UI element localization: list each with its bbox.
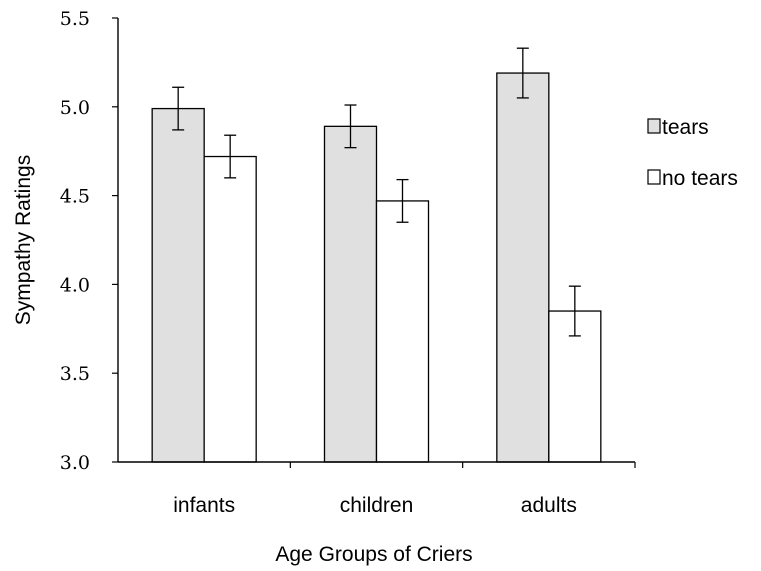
y-tick-label: 4.5	[60, 186, 90, 208]
bar-tears-infants	[151, 107, 205, 463]
y-tick-label: 3.0	[60, 452, 90, 474]
y-tick-label: 5.5	[60, 8, 90, 30]
bar-no-tears-infants	[203, 155, 257, 463]
bars-layer	[151, 72, 602, 463]
legend-label: tears	[662, 116, 709, 139]
y-axis-title: Sympathy Ratings	[12, 155, 35, 325]
bar-tears-children	[323, 125, 378, 463]
y-tick-label: 3.5	[60, 363, 90, 385]
y-tick-label: 5.0	[60, 97, 90, 119]
x-axis-title: Age Groups of Criers	[275, 543, 472, 566]
legend-swatch	[647, 118, 661, 134]
y-ticks-layer: 3.0 3.5 4.0 4.5 5.0 5.5	[60, 8, 118, 474]
error-bars-layer	[172, 47, 581, 337]
y-tick-label: 4.0	[60, 274, 90, 296]
x-tick-label: children	[340, 494, 414, 517]
x-tick-label: adults	[521, 494, 577, 517]
axes-layer	[117, 18, 635, 463]
bar-tears-adults	[496, 72, 550, 463]
legend: tears no tears	[647, 116, 738, 190]
legend-label: no tears	[662, 167, 738, 190]
legend-swatch	[647, 169, 661, 185]
x-ticks-layer: infants children adults	[173, 462, 636, 517]
bar-no-tears-children	[375, 200, 430, 463]
x-tick-label: infants	[173, 494, 235, 517]
